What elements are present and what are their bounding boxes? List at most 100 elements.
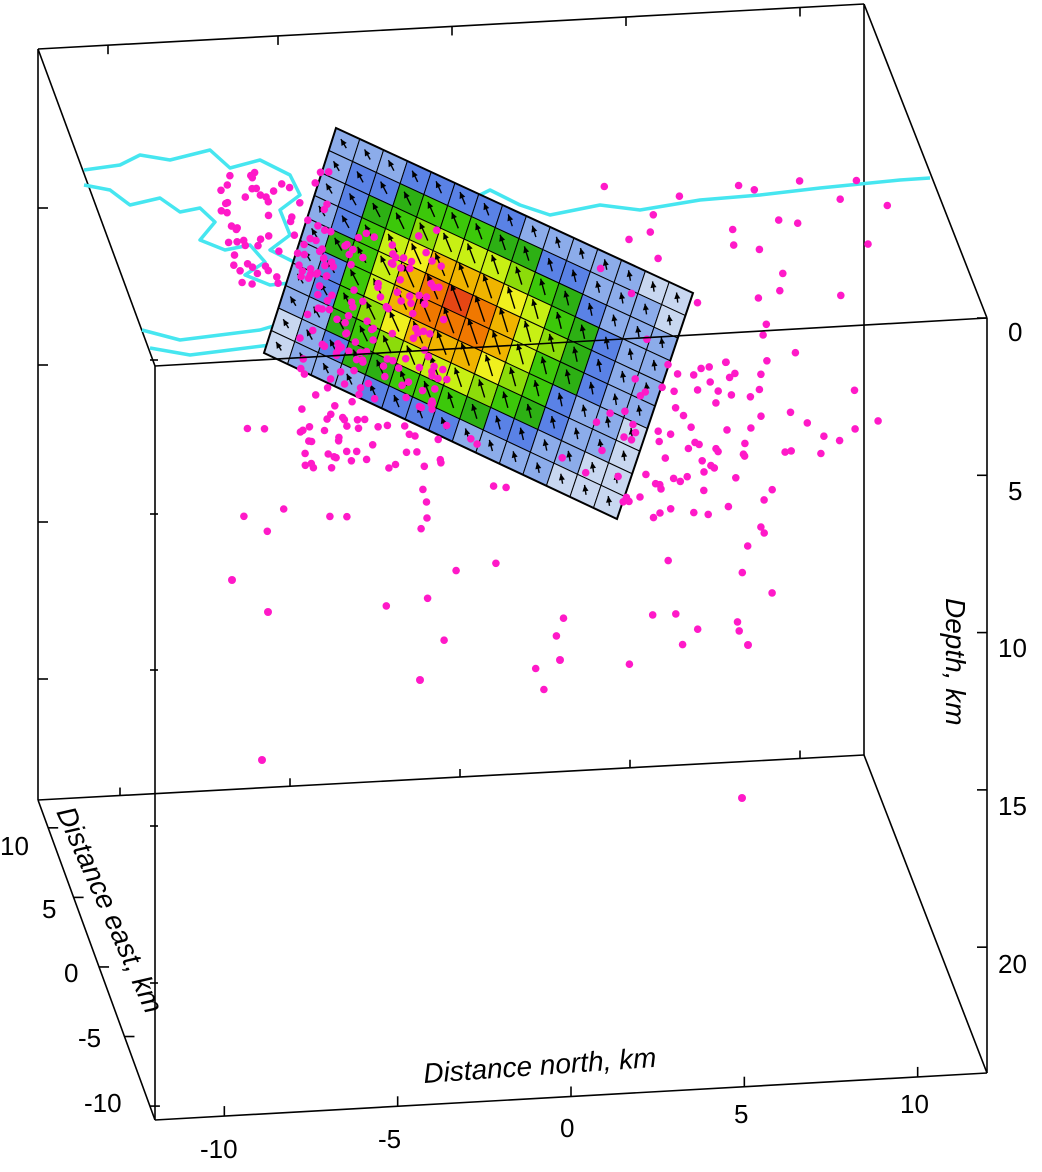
earthquake-point [704,510,712,519]
earthquake-point [286,217,295,226]
slip-arrow-head [542,439,549,447]
earthquake-point [398,381,406,390]
slip-arrow-head [564,369,571,377]
earthquake-point [298,405,306,413]
earthquake-point [627,436,636,444]
earthquake-point [273,273,281,281]
earthquake-point [344,312,353,320]
earthquake-point [654,254,662,263]
earthquake-point [343,512,351,521]
earthquake-point [314,290,322,299]
earthquake-point [654,427,662,436]
earthquake-point [354,233,363,242]
slip-arrow-head [383,335,389,343]
slip-arrow-head [427,201,434,209]
earthquake-point [360,415,369,424]
earthquake-point [621,407,629,416]
earthquake-point [325,305,334,314]
earthquake-point [279,505,288,513]
earthquake-point [374,279,383,288]
x-tick-label: 10 [900,1089,929,1119]
earthquake-point [401,354,410,363]
earthquake-point [260,425,269,433]
earthquake-point [381,372,389,381]
slip-arrow-head [349,193,356,201]
slip-arrow-head [342,215,348,223]
earthquake-point [340,415,349,424]
earthquake-point [693,625,702,633]
earthquake-point [620,433,628,441]
slip-arrow-head [523,246,530,254]
earthquake-point [406,264,414,273]
earthquake-point [315,282,324,290]
earthquake-point [820,432,828,441]
slip-arrow-head [427,274,433,282]
earthquake-point [731,369,739,378]
earthquake-point [706,378,714,386]
slip-arrow-head [573,427,580,435]
slip-arrow-head [350,269,357,277]
earthquake-point [864,240,872,248]
earthquake-point [243,424,252,433]
earthquake-point [422,293,431,301]
slip-arrow-head [523,320,530,328]
earthquake-point [883,201,892,210]
earthquake-point [675,192,684,200]
earthquake-point [368,441,377,449]
earthquake-point [439,365,447,374]
earthquake-point [432,226,441,234]
coastline [83,183,301,287]
earthquake-point [370,233,379,241]
slip-arrow-head [435,181,442,189]
earthquake-point [340,380,349,388]
slip-arrow-head [566,450,573,458]
earthquake-point [253,269,262,278]
earthquake-point [327,227,335,236]
earthquake-point [759,331,767,339]
earthquake-point [492,559,500,568]
slip-arrow-head [643,382,650,390]
earthquake-point [781,448,789,456]
earthquake-point [394,364,403,372]
earthquake-point [264,232,273,240]
earthquake-point [369,336,377,344]
earthquake-point [673,370,682,378]
earthquake-point [415,402,424,411]
earthquake-point [409,334,418,343]
earthquake-point [230,251,239,259]
earthquake-point [636,493,644,501]
earthquake-point [473,440,481,448]
earthquake-point [835,436,844,445]
earthquake-point [239,236,248,245]
slip-arrow-head [589,462,597,469]
earthquake-points [217,168,892,802]
earthquake-point [738,794,746,802]
earthquake-point [248,173,257,182]
earthquake-point [256,191,265,199]
slip-arrow-head [380,255,387,263]
slip-arrow-head [388,160,395,168]
earthquake-point [248,263,257,272]
earthquake-point [757,523,765,531]
y-tick-label: 5 [42,894,56,924]
earthquake-point [318,340,327,349]
earthquake-point [747,424,755,432]
earthquake-point [598,446,606,455]
slip-arrow-head [334,237,341,245]
earthquake-point [304,274,313,283]
earthquake-point [369,324,378,333]
slip-arrow-head [547,258,554,265]
earthquake-point [397,264,405,272]
earthquake-point [337,343,346,352]
slip-arrow-head [389,311,396,319]
earthquake-point [625,660,634,668]
box-edge [863,754,988,1074]
earthquake-point [341,242,349,250]
earthquake-point [323,415,331,423]
earthquake-point [687,423,695,432]
slip-arrow-head [499,307,505,315]
slip-arrow-head [423,381,430,388]
earthquake-point [301,449,309,458]
earthquake-point [241,193,250,201]
